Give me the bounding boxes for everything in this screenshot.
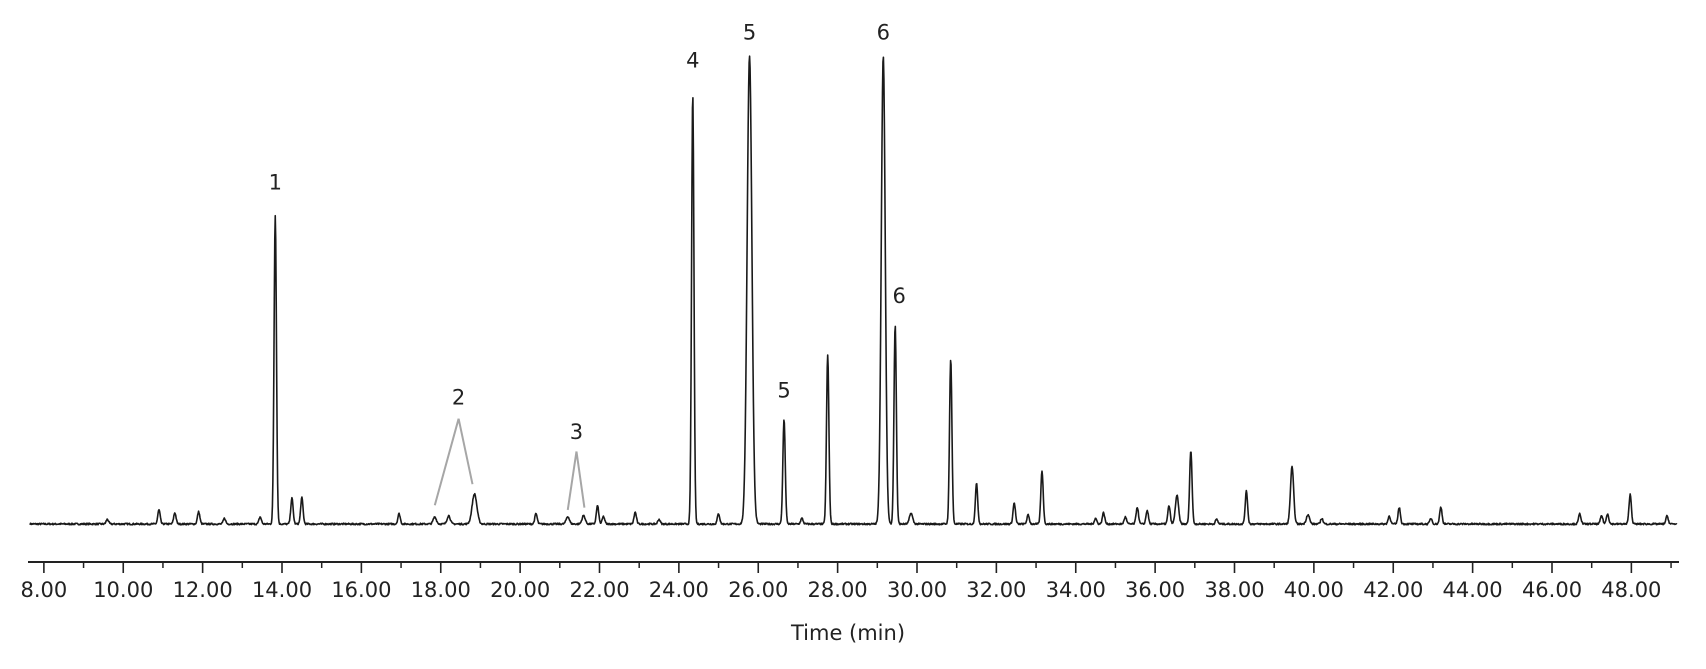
x-tick-label-19: 46.00	[1522, 578, 1582, 602]
x-tick-label-20: 48.00	[1601, 578, 1661, 602]
peak-label-1: 2	[452, 386, 465, 410]
chromatogram-trace	[29, 55, 1678, 526]
peak-label-6: 6	[877, 21, 890, 45]
x-tick-label-6: 20.00	[490, 578, 550, 602]
x-axis: 8.00 10.00 12.00 14.00 16.00 18.00 20.00 22.00 2…	[20, 561, 1679, 602]
pointer-line-2	[566, 451, 578, 511]
x-tick-label-11: 30.00	[887, 578, 947, 602]
x-tick-label-13: 34.00	[1046, 578, 1106, 602]
x-tick-label-3: 14.00	[252, 578, 312, 602]
peak-label-layer: 1 2 3 4 5 5 6 6	[269, 21, 906, 444]
x-tick-label-0: 8.00	[20, 578, 67, 602]
x-tick-label-18: 44.00	[1443, 578, 1503, 602]
x-tick-label-1: 10.00	[93, 578, 153, 602]
x-tick-label-12: 32.00	[966, 578, 1026, 602]
peak-label-2: 3	[570, 420, 583, 444]
x-tick-label-7: 22.00	[569, 578, 629, 602]
pointer-layer	[433, 418, 586, 511]
peak-label-0: 1	[269, 170, 282, 194]
peak-label-3: 4	[686, 49, 699, 73]
x-tick-label-9: 26.00	[728, 578, 788, 602]
x-tick-label-14: 36.00	[1125, 578, 1185, 602]
peak-label-4: 5	[743, 21, 756, 45]
x-tick-label-5: 18.00	[411, 578, 471, 602]
x-tick-label-8: 24.00	[649, 578, 709, 602]
pointer-line-0	[433, 418, 460, 506]
x-axis-title: Time (min)	[790, 621, 905, 645]
peak-label-7: 6	[892, 284, 905, 308]
x-tick-label-16: 40.00	[1284, 578, 1344, 602]
x-tick-label-10: 28.00	[808, 578, 868, 602]
pointer-line-1	[457, 418, 474, 485]
x-tick-label-2: 12.00	[173, 578, 233, 602]
peak-label-5: 5	[777, 379, 790, 403]
trace-layer	[29, 55, 1678, 526]
pointer-line-3	[575, 451, 586, 508]
x-tick-label-17: 42.00	[1363, 578, 1423, 602]
x-tick-label-15: 38.00	[1204, 578, 1264, 602]
x-tick-label-4: 16.00	[331, 578, 391, 602]
